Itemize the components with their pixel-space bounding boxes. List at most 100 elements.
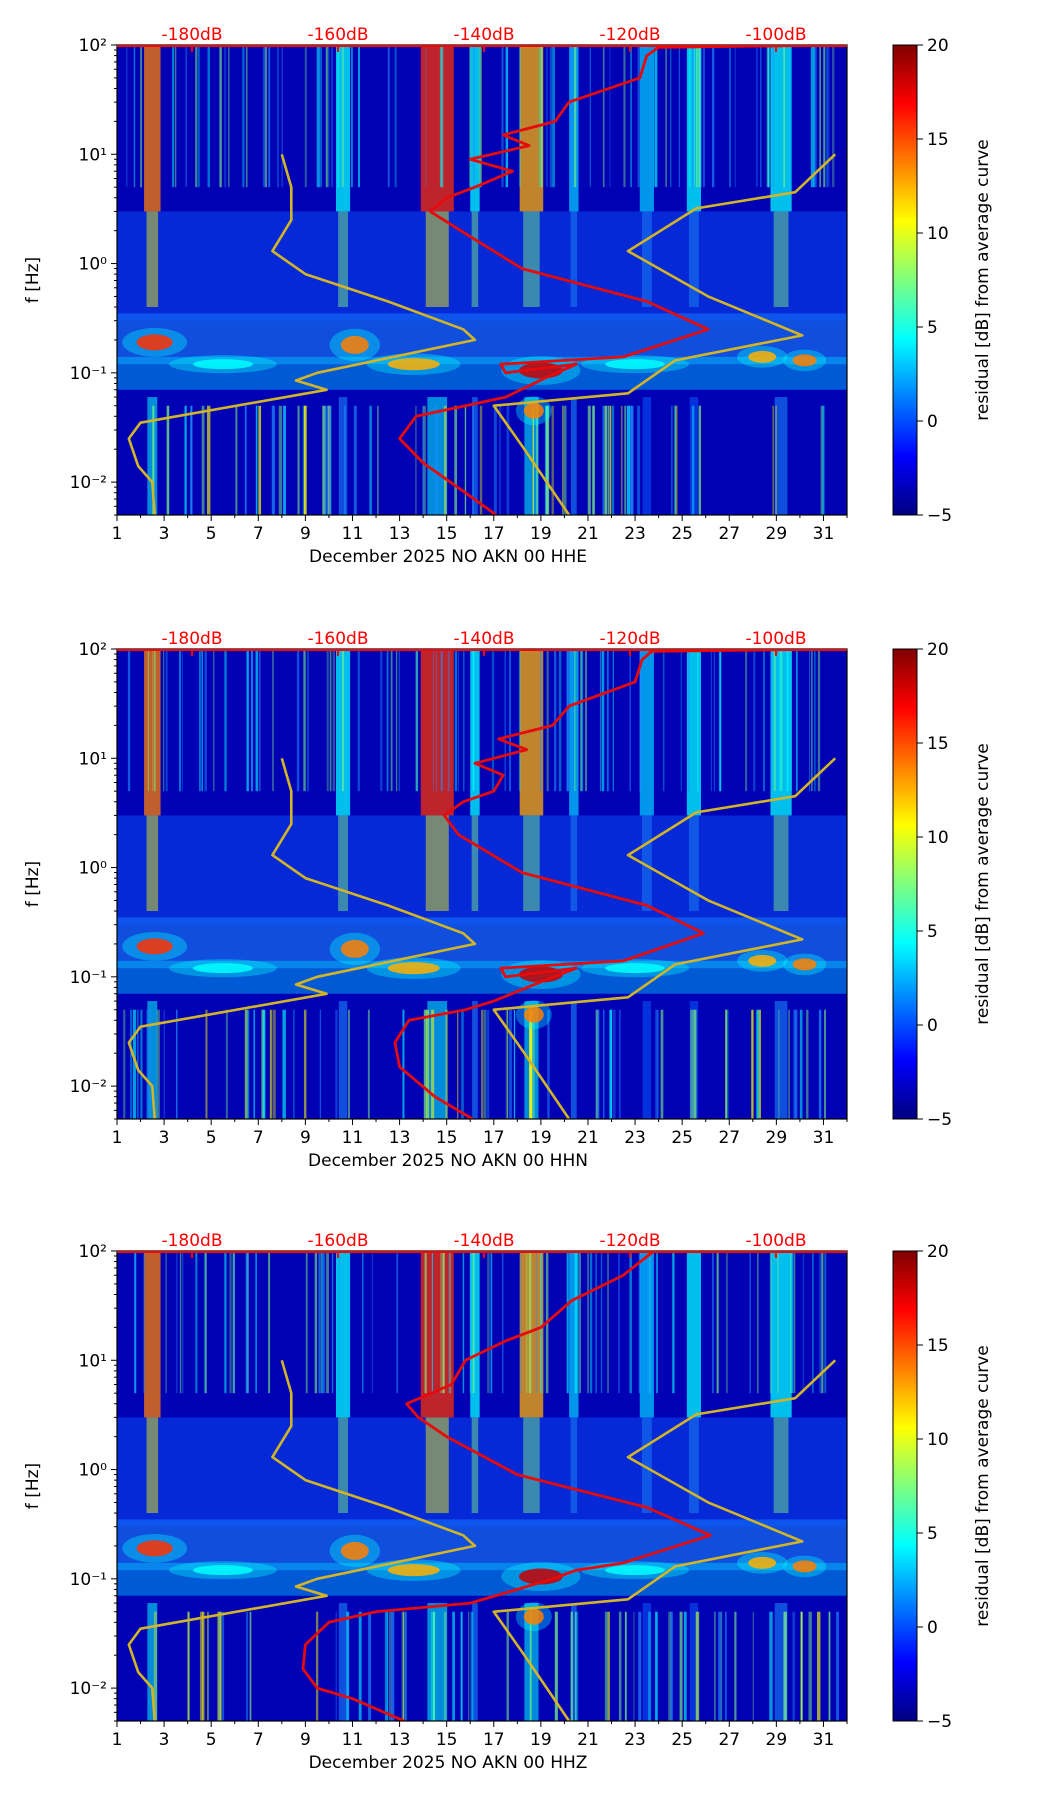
heatmap-streak [344,405,346,515]
heatmap-streak [574,1611,577,1721]
y-tick-label: 10⁻¹ [70,364,107,384]
x-tick-label: 27 [718,524,740,544]
heatmap-streak [206,405,211,515]
heatmap-streak [195,45,198,188]
heatmap-streak [304,405,307,515]
top-tick-label: -100dB [745,629,806,649]
x-axis-label: December 2025 NO AKN 00 HHZ [309,1753,588,1773]
heatmap-streak [726,1251,728,1394]
heatmap-streak [201,1611,205,1721]
heatmap-streak [258,649,261,792]
x-tick-label: 7 [253,1128,264,1148]
y-tick-label: 10⁰ [79,1461,108,1481]
heatmap-streak [307,649,309,792]
x-tick-label: 21 [577,1730,599,1750]
x-tick-label: 17 [483,1730,505,1750]
heatmap-streak [481,1009,484,1119]
top-tick-label: -100dB [745,1231,806,1251]
heatmap-streak [489,1251,492,1394]
x-tick-label: 29 [766,524,788,544]
activity-stripe [519,649,544,816]
heatmap-streak [525,1251,528,1394]
y-tick-label: 10² [79,36,107,56]
heatmap-streak [342,649,344,792]
heatmap-streak [769,1611,773,1721]
colorbar-label: residual [dB] from average curve [973,139,993,420]
x-tick-label: 7 [253,1730,264,1750]
heatmap-streak [282,405,286,515]
activity-stripe [338,211,349,308]
heatmap-streak [350,45,353,188]
heatmap-streak [655,45,658,188]
heatmap-streak [589,45,591,188]
heatmap-streak [358,1611,362,1721]
heatmap-streak [244,405,247,515]
heatmap-streak [549,45,552,188]
storm-blob [340,939,369,958]
heatmap-streak [435,649,437,792]
heatmap-streak [152,405,155,515]
heatmap-streak [431,1251,433,1394]
x-tick-label: 25 [671,1128,693,1148]
heatmap-streak [331,45,333,188]
y-tick-label: 10¹ [79,1351,107,1371]
activity-stripe [338,397,348,515]
heatmap-streak [246,649,248,792]
heatmap-streak [460,1611,463,1721]
colorbar-tick-label: 0 [927,412,938,432]
heatmap-streak [683,1611,687,1721]
top-tick-label: -120dB [599,25,660,45]
activity-stripe [336,45,351,212]
heatmap-streak [672,1251,675,1394]
heatmap-streak [648,1611,652,1721]
heatmap-streak [566,649,570,792]
x-tick-label: 11 [342,1730,364,1750]
heatmap-streak [506,1611,509,1721]
x-tick-label: 31 [813,1730,835,1750]
activity-stripe [774,1001,788,1119]
heatmap-band [117,1519,847,1571]
heatmap-streak [819,1251,821,1394]
heatmap-streak [574,1251,578,1394]
heatmap-streak [316,45,320,188]
heatmap-streak [245,1009,247,1119]
y-tick-label: 10⁻¹ [70,968,107,988]
heatmap-streak [440,649,444,792]
heatmap-streak [390,649,393,792]
heatmap-area [117,1251,847,1721]
heatmap-streak [391,1611,395,1721]
y-tick-label: 10⁻² [70,1679,107,1699]
heatmap-streak [611,405,615,515]
heatmap-streak [262,45,266,188]
heatmap-streak [404,1611,407,1721]
heatmap-streak [674,405,678,515]
heatmap-streak [814,45,817,188]
heatmap-streak [472,649,475,792]
heatmap-streak [691,405,695,515]
heatmap-streak [783,45,785,188]
heatmap-streak [824,1251,827,1394]
heatmap-streak [828,1611,831,1721]
heatmap-streak [545,405,550,515]
heatmap-streak [810,45,813,188]
heatmap-streak [447,649,450,792]
heatmap-streak [749,1251,751,1394]
x-tick-label: 1 [112,1128,123,1148]
heatmap-streak [799,1009,803,1119]
heatmap-streak [693,45,695,188]
heatmap-streak [734,45,737,188]
heatmap-streak [190,405,193,515]
y-tick-label: 10² [79,1242,107,1262]
heatmap-streak [753,649,756,792]
heatmap-streak [553,45,555,188]
y-axis-label: f [Hz] [23,257,43,303]
activity-stripe [641,211,652,308]
heatmap-streak [773,649,776,792]
heatmap-streak [278,405,283,515]
storm-blob [136,334,173,351]
activity-stripe [146,815,159,912]
x-tick-label: 11 [342,524,364,544]
heatmap-streak [506,405,510,515]
top-tick-label: -160dB [307,1231,368,1251]
